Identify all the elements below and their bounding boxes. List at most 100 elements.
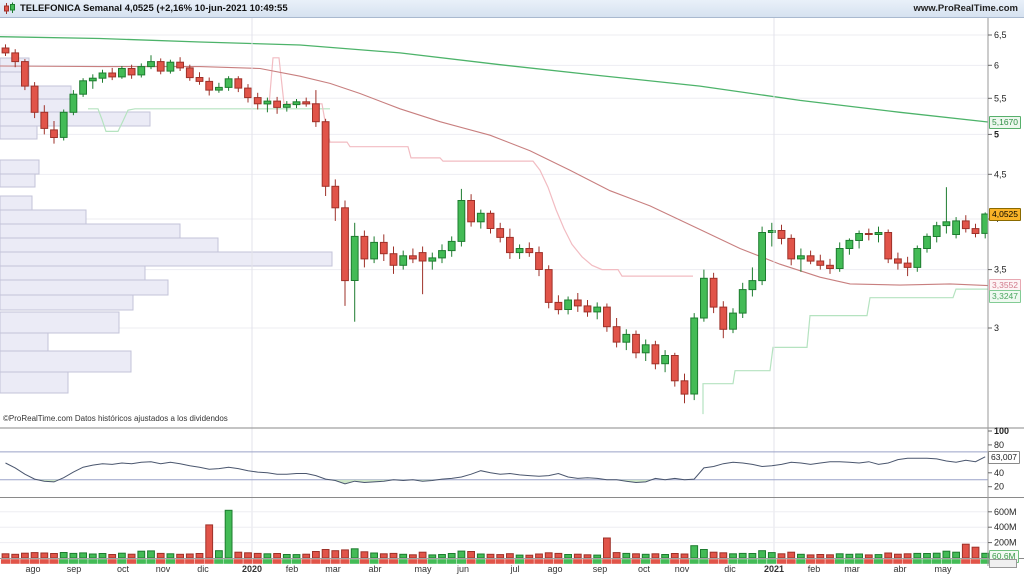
instrument-title: TELEFONICA Semanal 4,0525 (+2,16% 10-jun… [20,3,288,14]
volume-tick-label: 400M [994,522,1017,532]
candle-body [622,333,631,343]
volume-bar [903,553,912,559]
candle-body [137,66,146,76]
volume-bar [350,548,359,559]
month-label: abr [893,564,906,574]
candle-body [670,355,679,382]
candle-body [282,104,291,108]
volume-bar [884,552,893,559]
candle-body [321,121,330,187]
volume-bar [680,553,689,559]
volume-bar [282,554,291,559]
candle-body [234,78,243,89]
timeline-scroll-box[interactable] [989,559,1017,568]
candle-body [389,253,398,266]
volume-bar [894,553,902,559]
volume-bar [379,553,388,559]
candle-body [554,301,563,311]
last-price-label: 4,0525 [989,208,1021,221]
candle-body [224,78,233,88]
candle-body [738,289,747,314]
volume-bar [709,551,718,559]
month-label: jul [509,564,519,574]
volume-bar [263,553,272,559]
candle-body [457,200,466,242]
volume-bar [767,552,776,559]
month-label: sep [67,564,82,574]
volume-bar [573,553,582,559]
indicator-tick-label: 40 [994,468,1004,478]
candle-body [185,67,194,79]
volume-bar [98,553,107,559]
website-link[interactable]: www.ProRealTime.com [913,3,1018,14]
volume-bar [11,553,20,559]
candle-body [748,280,757,291]
month-label: mar [844,564,860,574]
candle-body [360,235,369,260]
indicator-tick-label: 80 [994,440,1004,450]
candle-body [59,111,68,138]
month-label: sep [593,564,608,574]
candle-body [50,129,58,138]
volume-bar [670,553,679,559]
candle-body [826,264,834,269]
candle-body [729,312,737,330]
candle-body [312,103,320,123]
volume-bar [564,554,573,559]
volume-bar [719,552,728,559]
candle-body [205,80,214,91]
candle-body [981,213,988,234]
candle-body [467,200,476,223]
volume-bar [409,554,417,559]
candle-body [525,248,534,254]
candle-body [651,344,660,365]
candle-body [816,260,825,266]
volume-bar [166,553,175,559]
candle-body [583,305,592,313]
volume-bar [21,552,29,559]
volume-bar [525,554,534,559]
volume-bar [79,552,87,559]
candle-body [942,221,951,227]
volume-bar [399,553,408,559]
volume-bar [864,554,873,559]
candle-body [913,248,922,268]
candle-body [156,61,165,72]
candles-layer [1,44,988,404]
month-label: ago [547,564,562,574]
main-chart-area[interactable] [0,34,989,415]
candle-body [127,68,136,76]
month-label: feb [286,564,299,574]
month-label: may [934,564,952,574]
price-tick-label: 4,5 [994,169,1007,179]
candle-body [476,212,485,223]
volume-bar [787,551,796,559]
ma-long-price-label: 5,1670 [989,116,1021,129]
candle-body [331,185,340,209]
candle-body [350,235,359,281]
month-label: oct [638,564,651,574]
timeline-strip[interactable]: ago sep oct nov dic 2020 feb mar abr may jun jul ago… [0,558,991,574]
indicator-panel[interactable] [0,451,988,485]
candle-body [767,230,776,233]
candle-body [680,380,689,395]
volume-bar [30,552,39,559]
month-label: nov [675,564,690,574]
volume-bar [156,552,165,559]
volume-bar [641,553,650,559]
candle-body [379,241,388,255]
volume-bar [360,551,369,559]
volume-bar [535,553,543,559]
candle-body [399,255,408,266]
volume-bar [457,550,466,559]
candle-body [573,299,582,307]
volume-bar [50,553,58,559]
price-tick-label: 5 [994,129,999,139]
candle-body [244,87,252,99]
candle-body [273,100,282,108]
volume-bar [447,553,456,559]
volume-panel[interactable] [0,509,990,559]
volume-bar [59,552,68,559]
